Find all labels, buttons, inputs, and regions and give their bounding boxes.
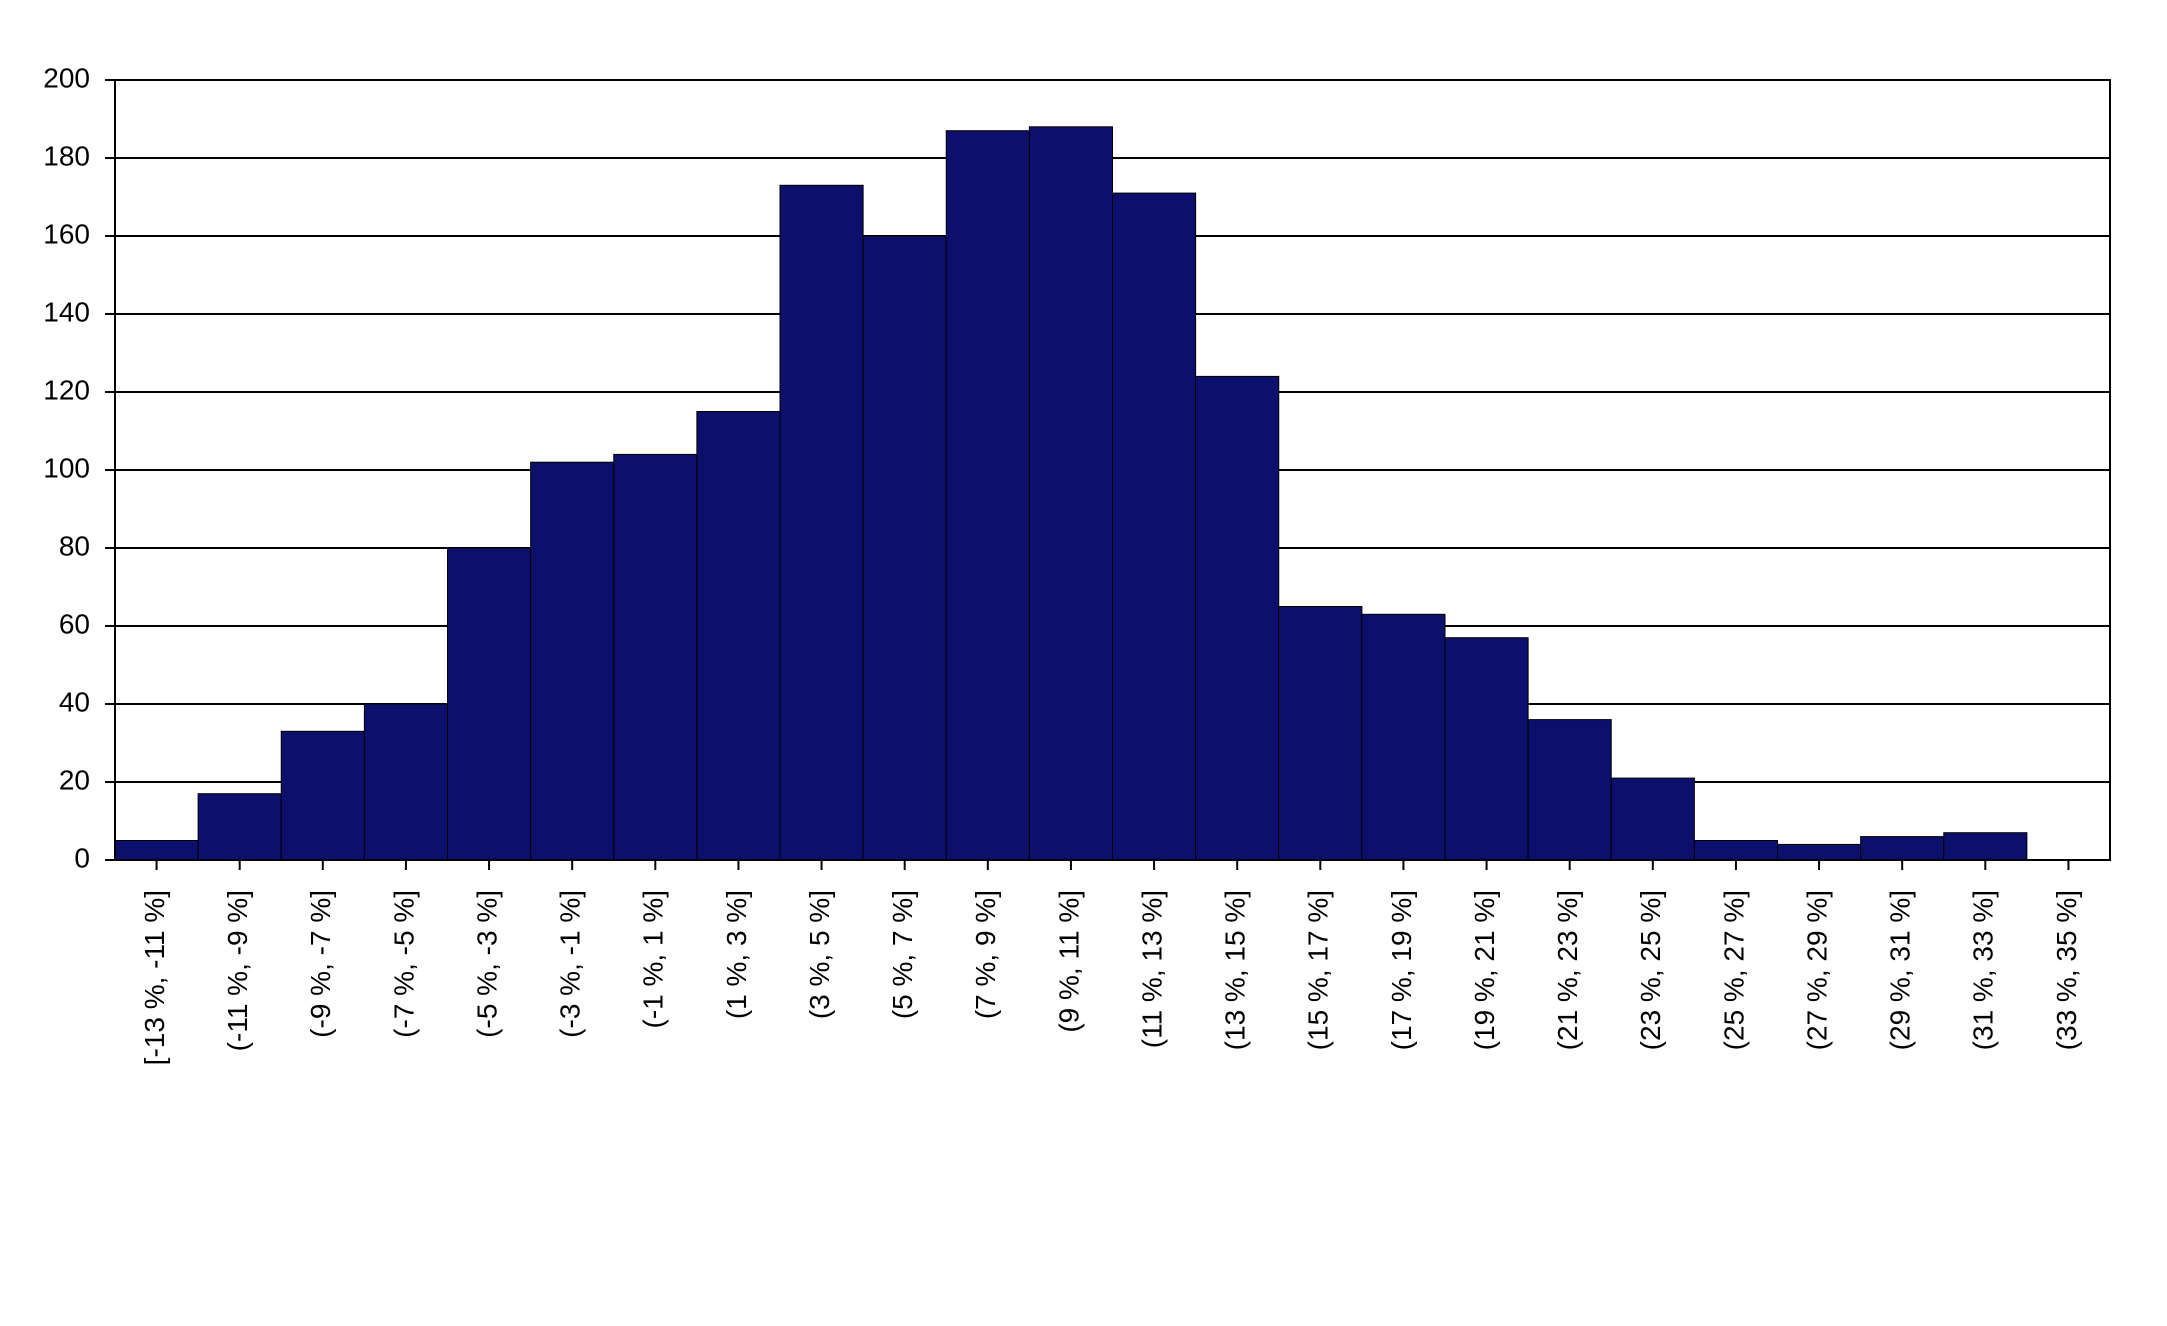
x-tick-label: (-1 %, 1 %] <box>638 890 669 1028</box>
x-tick-label: (-11 %, -9 %] <box>222 890 253 1051</box>
x-tick-label: (11 %, 13 %] <box>1136 890 1167 1048</box>
histogram-bar <box>1113 193 1196 860</box>
histogram-bar <box>697 412 780 861</box>
x-tick-label: (29 %, 31 %] <box>1885 890 1916 1050</box>
histogram-bar <box>115 841 198 861</box>
x-tick-label: (19 %, 21 %] <box>1469 890 1500 1050</box>
histogram-bar <box>1778 844 1861 860</box>
histogram-chart: 0 20 40 60 80 100 120 140 160 180 200 [-13 %, -11 %… <box>0 0 2167 1326</box>
y-tick-label: 0 <box>74 842 90 873</box>
y-tick-label: 80 <box>59 530 90 561</box>
chart-svg: 0 20 40 60 80 100 120 140 160 180 200 [-13 %, -11 %… <box>0 0 2167 1326</box>
y-tick-label: 140 <box>43 296 90 327</box>
histogram-bar <box>1362 614 1445 860</box>
x-tick-label: (31 %, 33 %] <box>1968 890 1999 1050</box>
histogram-bar <box>1944 833 2027 860</box>
histogram-bar <box>281 731 364 860</box>
y-tick-label: 60 <box>59 608 90 639</box>
y-tick-label: 200 <box>43 62 90 93</box>
y-tick-label: 160 <box>43 218 90 249</box>
x-tick-label: (-5 %, -3 %] <box>471 890 502 1038</box>
y-tick-label: 20 <box>59 764 90 795</box>
x-tick-label: (17 %, 19 %] <box>1386 890 1417 1050</box>
histogram-bar <box>946 131 1029 860</box>
y-tick-label: 120 <box>43 374 90 405</box>
x-tick-label: (5 %, 7 %] <box>887 890 918 1019</box>
histogram-bar <box>1528 720 1611 860</box>
x-tick-label: (1 %, 3 %] <box>721 890 752 1019</box>
x-tick-label: (13 %, 15 %] <box>1220 890 1251 1050</box>
x-tick-label: (-3 %, -1 %] <box>555 890 586 1038</box>
histogram-bar <box>1445 638 1528 860</box>
x-tick-label: (23 %, 25 %] <box>1635 890 1666 1050</box>
x-tick-label: (3 %, 5 %] <box>804 890 835 1019</box>
histogram-bar <box>364 704 447 860</box>
x-tick-label: [-13 %, -11 %] <box>139 890 170 1065</box>
y-tick-label: 100 <box>43 452 90 483</box>
x-tick-label: (21 %, 23 %] <box>1552 890 1583 1050</box>
y-tick-label: 40 <box>59 686 90 717</box>
histogram-bar <box>1694 841 1777 861</box>
histogram-bar <box>1279 607 1362 861</box>
x-tick-label: (27 %, 29 %] <box>1801 890 1832 1050</box>
y-tick-label: 180 <box>43 140 90 171</box>
x-tick-label: (-9 %, -7 %] <box>305 890 336 1038</box>
histogram-bar <box>780 185 863 860</box>
x-tick-label: (15 %, 17 %] <box>1303 890 1334 1050</box>
histogram-bar <box>1861 837 1944 860</box>
histogram-bar <box>531 462 614 860</box>
x-tick-label: (7 %, 9 %] <box>970 890 1001 1019</box>
x-tick-label: (9 %, 11 %] <box>1053 890 1084 1033</box>
histogram-bar <box>1029 127 1112 860</box>
x-tick-label: (25 %, 27 %] <box>1718 890 1749 1050</box>
histogram-bar <box>1196 376 1279 860</box>
x-tick-label: (-7 %, -5 %] <box>388 890 419 1038</box>
histogram-bar <box>198 794 281 860</box>
histogram-bar <box>614 454 697 860</box>
histogram-bar <box>863 236 946 860</box>
histogram-bar <box>448 548 531 860</box>
x-tick-label: (33 %, 35 %] <box>2051 890 2082 1050</box>
histogram-bar <box>1611 778 1694 860</box>
